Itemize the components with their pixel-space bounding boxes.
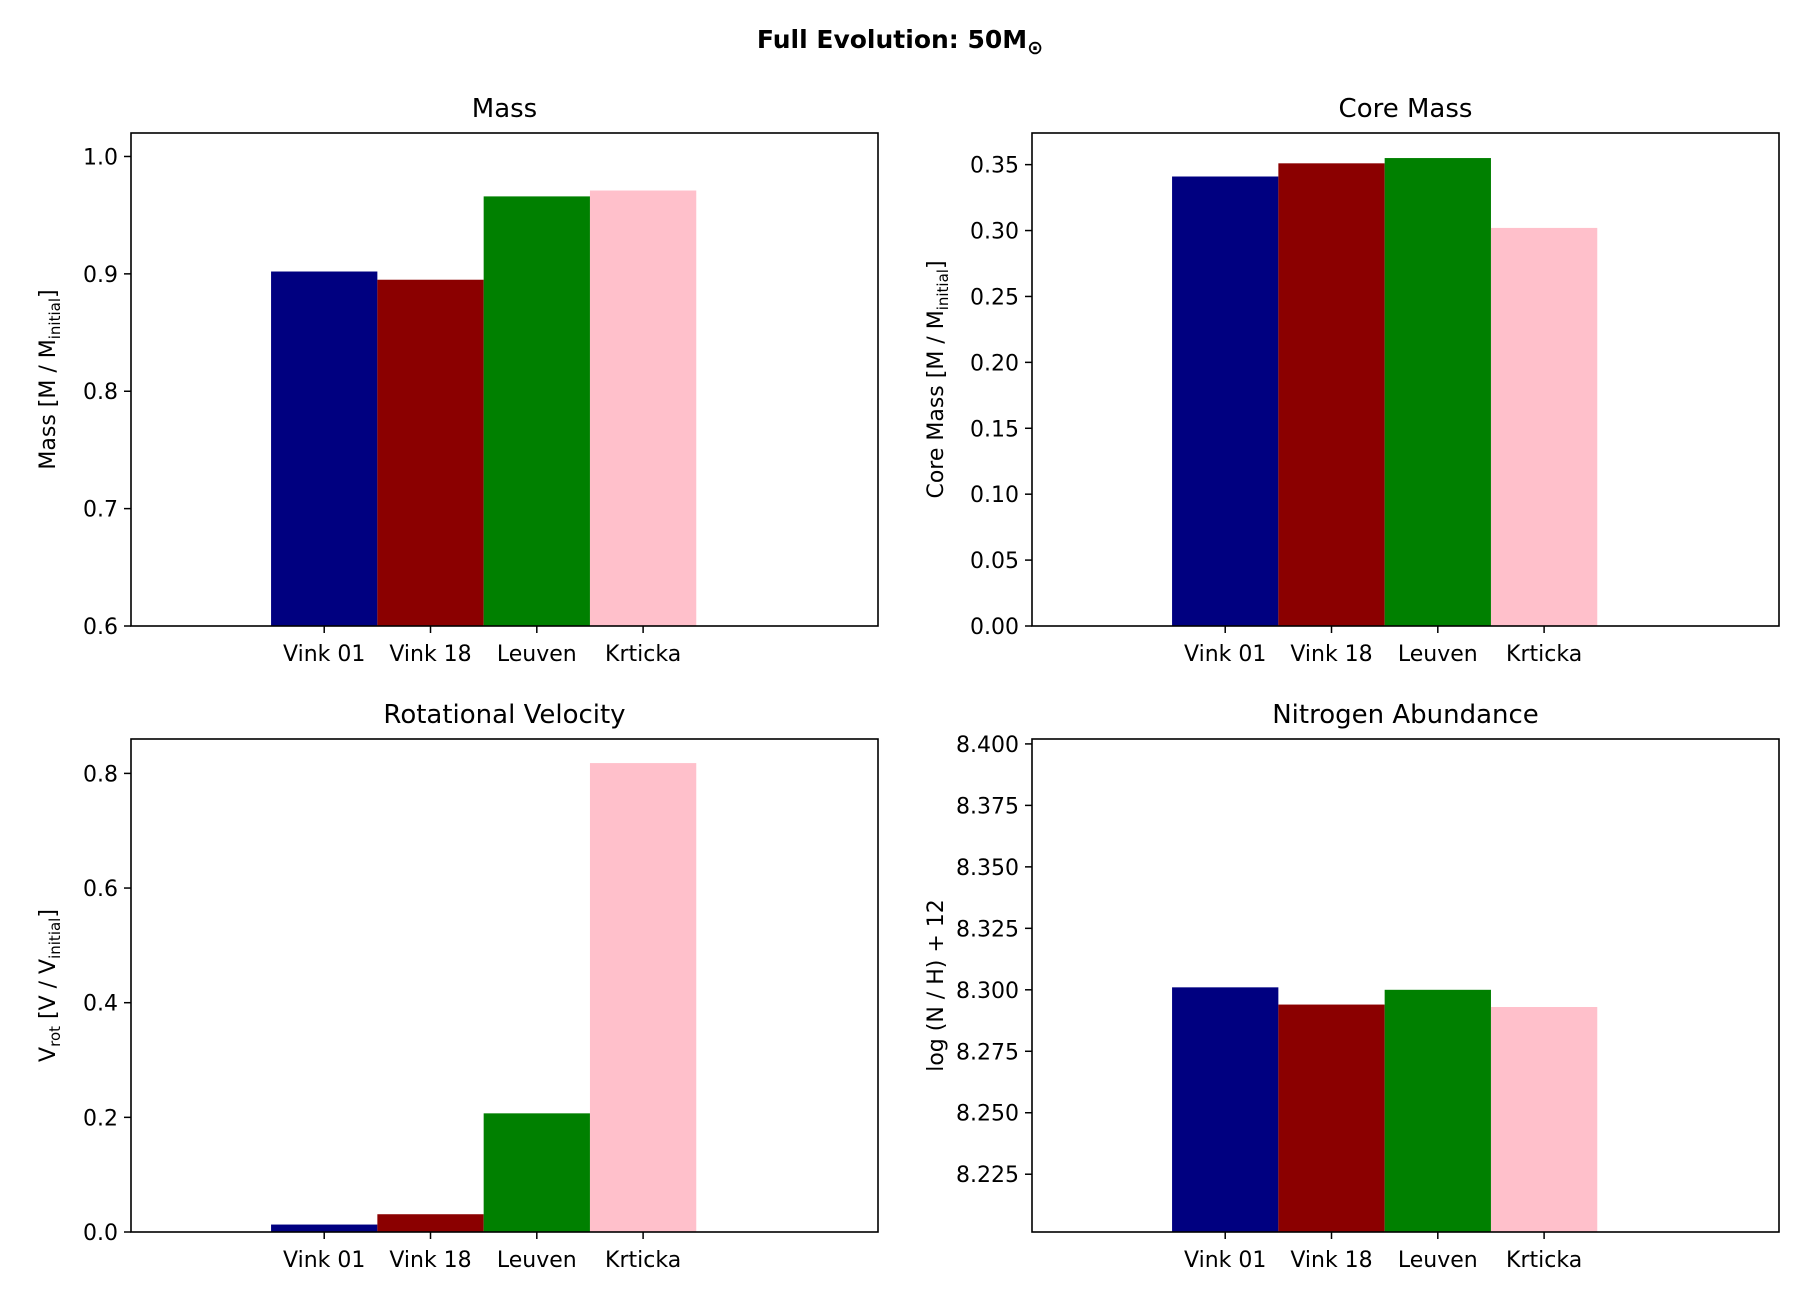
- figure-suptitle: Full Evolution: 50M⊙: [757, 25, 1043, 59]
- subplot-title: Rotational Velocity: [383, 700, 625, 730]
- y-tick-label: 0.7: [83, 498, 118, 523]
- bar-vink-01: [271, 271, 378, 626]
- y-tick-label: 0.20: [970, 351, 1019, 376]
- x-tick-label: Vink 01: [283, 642, 365, 667]
- x-tick-label: Vink 18: [389, 642, 471, 667]
- y-tick-label: 0.00: [970, 615, 1019, 640]
- y-axis-label: Mass [M / Minitial]: [36, 289, 64, 469]
- y-tick-label: 8.300: [956, 979, 1019, 1004]
- x-tick-label: Leuven: [497, 1248, 577, 1273]
- bar-vink-01: [1172, 176, 1279, 626]
- x-tick-label: Krticka: [605, 1248, 681, 1273]
- subplot-title: Nitrogen Abundance: [1272, 700, 1539, 730]
- x-tick-label: Vink 18: [1290, 642, 1372, 667]
- bar-vink-01: [1172, 987, 1279, 1232]
- axes-frame: [130, 132, 879, 627]
- y-axis-label: Vrot [V / Vinitial]: [36, 909, 64, 1062]
- bar-leuven: [483, 1113, 590, 1232]
- y-tick-label: 0.6: [83, 615, 118, 640]
- y-tick-label: 0.2: [83, 1106, 118, 1131]
- y-tick-label: 0.05: [970, 549, 1019, 574]
- bar-leuven: [1384, 989, 1491, 1232]
- bar-vink-18: [377, 1214, 484, 1232]
- x-tick-label: Krticka: [605, 642, 681, 667]
- y-tick-label: 8.250: [956, 1102, 1019, 1127]
- y-tick-label: 0.9: [83, 263, 118, 288]
- subplot-3: Vink 01 Vink 18 Leuven Krticka 0.0 0.2 0.4 0.6 0…: [36, 700, 879, 1273]
- y-tick-label: 8.225: [956, 1163, 1019, 1188]
- axes-frame: [130, 738, 879, 1233]
- bar-vink-18: [377, 279, 484, 626]
- y-tick-label: 0.0: [83, 1221, 118, 1246]
- y-tick-label: 8.325: [956, 917, 1019, 942]
- suptitle-sun-symbol: ⊙: [1027, 37, 1043, 59]
- y-axis-label: Core Mass [M / Minitial]: [924, 260, 952, 498]
- x-tick-label: Krticka: [1506, 1248, 1582, 1273]
- subplot-1: Vink 01 Vink 18 Leuven Krticka 0.6 0.7 0.8 0.9 1…: [36, 94, 879, 667]
- x-tick-label: Leuven: [1398, 1248, 1478, 1273]
- subplot-title: Mass: [472, 94, 537, 124]
- bar-krticka: [1490, 1007, 1598, 1232]
- y-tick-label: 8.375: [956, 794, 1019, 819]
- x-tick-label: Vink 01: [1184, 1248, 1266, 1273]
- subplot-4: Vink 01 Vink 18 Leuven Krticka 8.225 8.250 8.2…: [924, 700, 1780, 1273]
- x-tick-label: Leuven: [497, 642, 577, 667]
- y-tick-label: 1.0: [83, 145, 118, 170]
- axes-frame: [1031, 132, 1780, 627]
- x-tick-label: Vink 18: [389, 1248, 471, 1273]
- bar-krticka: [1490, 227, 1598, 626]
- y-tick-label: 0.4: [83, 992, 118, 1017]
- y-tick-label: 8.350: [956, 856, 1019, 881]
- y-tick-label: 0.30: [970, 220, 1019, 245]
- x-tick-label: Vink 01: [283, 1248, 365, 1273]
- bar-leuven: [483, 196, 590, 626]
- x-tick-label: Leuven: [1398, 642, 1478, 667]
- bar-vink-18: [1278, 163, 1385, 626]
- x-tick-label: Krticka: [1506, 642, 1582, 667]
- x-tick-label: Vink 01: [1184, 642, 1266, 667]
- y-tick-label: 0.6: [83, 877, 118, 902]
- x-tick-label: Vink 18: [1290, 1248, 1372, 1273]
- bar-krticka: [589, 763, 697, 1232]
- y-tick-label: 8.275: [956, 1040, 1019, 1065]
- y-tick-label: 0.8: [83, 762, 118, 787]
- y-tick-label: 0.15: [970, 417, 1019, 442]
- bar-vink-01: [271, 1224, 378, 1232]
- y-tick-label: 8.400: [956, 733, 1019, 758]
- subplot-grid: Vink 01 Vink 18 Leuven Krticka 0.6 0.7 0.8 0.9 1…: [36, 94, 1780, 1273]
- bar-leuven: [1384, 158, 1491, 627]
- subplot-title: Core Mass: [1339, 94, 1473, 124]
- y-tick-label: 0.35: [970, 154, 1019, 179]
- y-axis-label: log (N / H) + 12: [924, 899, 949, 1072]
- y-tick-label: 0.8: [83, 380, 118, 405]
- y-tick-label: 0.25: [970, 285, 1019, 310]
- axes-frame: [1031, 738, 1780, 1233]
- bar-krticka: [589, 190, 697, 626]
- y-tick-label: 0.10: [970, 483, 1019, 508]
- bar-vink-18: [1278, 1004, 1385, 1232]
- subplot-2: Vink 01 Vink 18 Leuven Krticka 0.00 0.05 0.10 0…: [924, 94, 1780, 667]
